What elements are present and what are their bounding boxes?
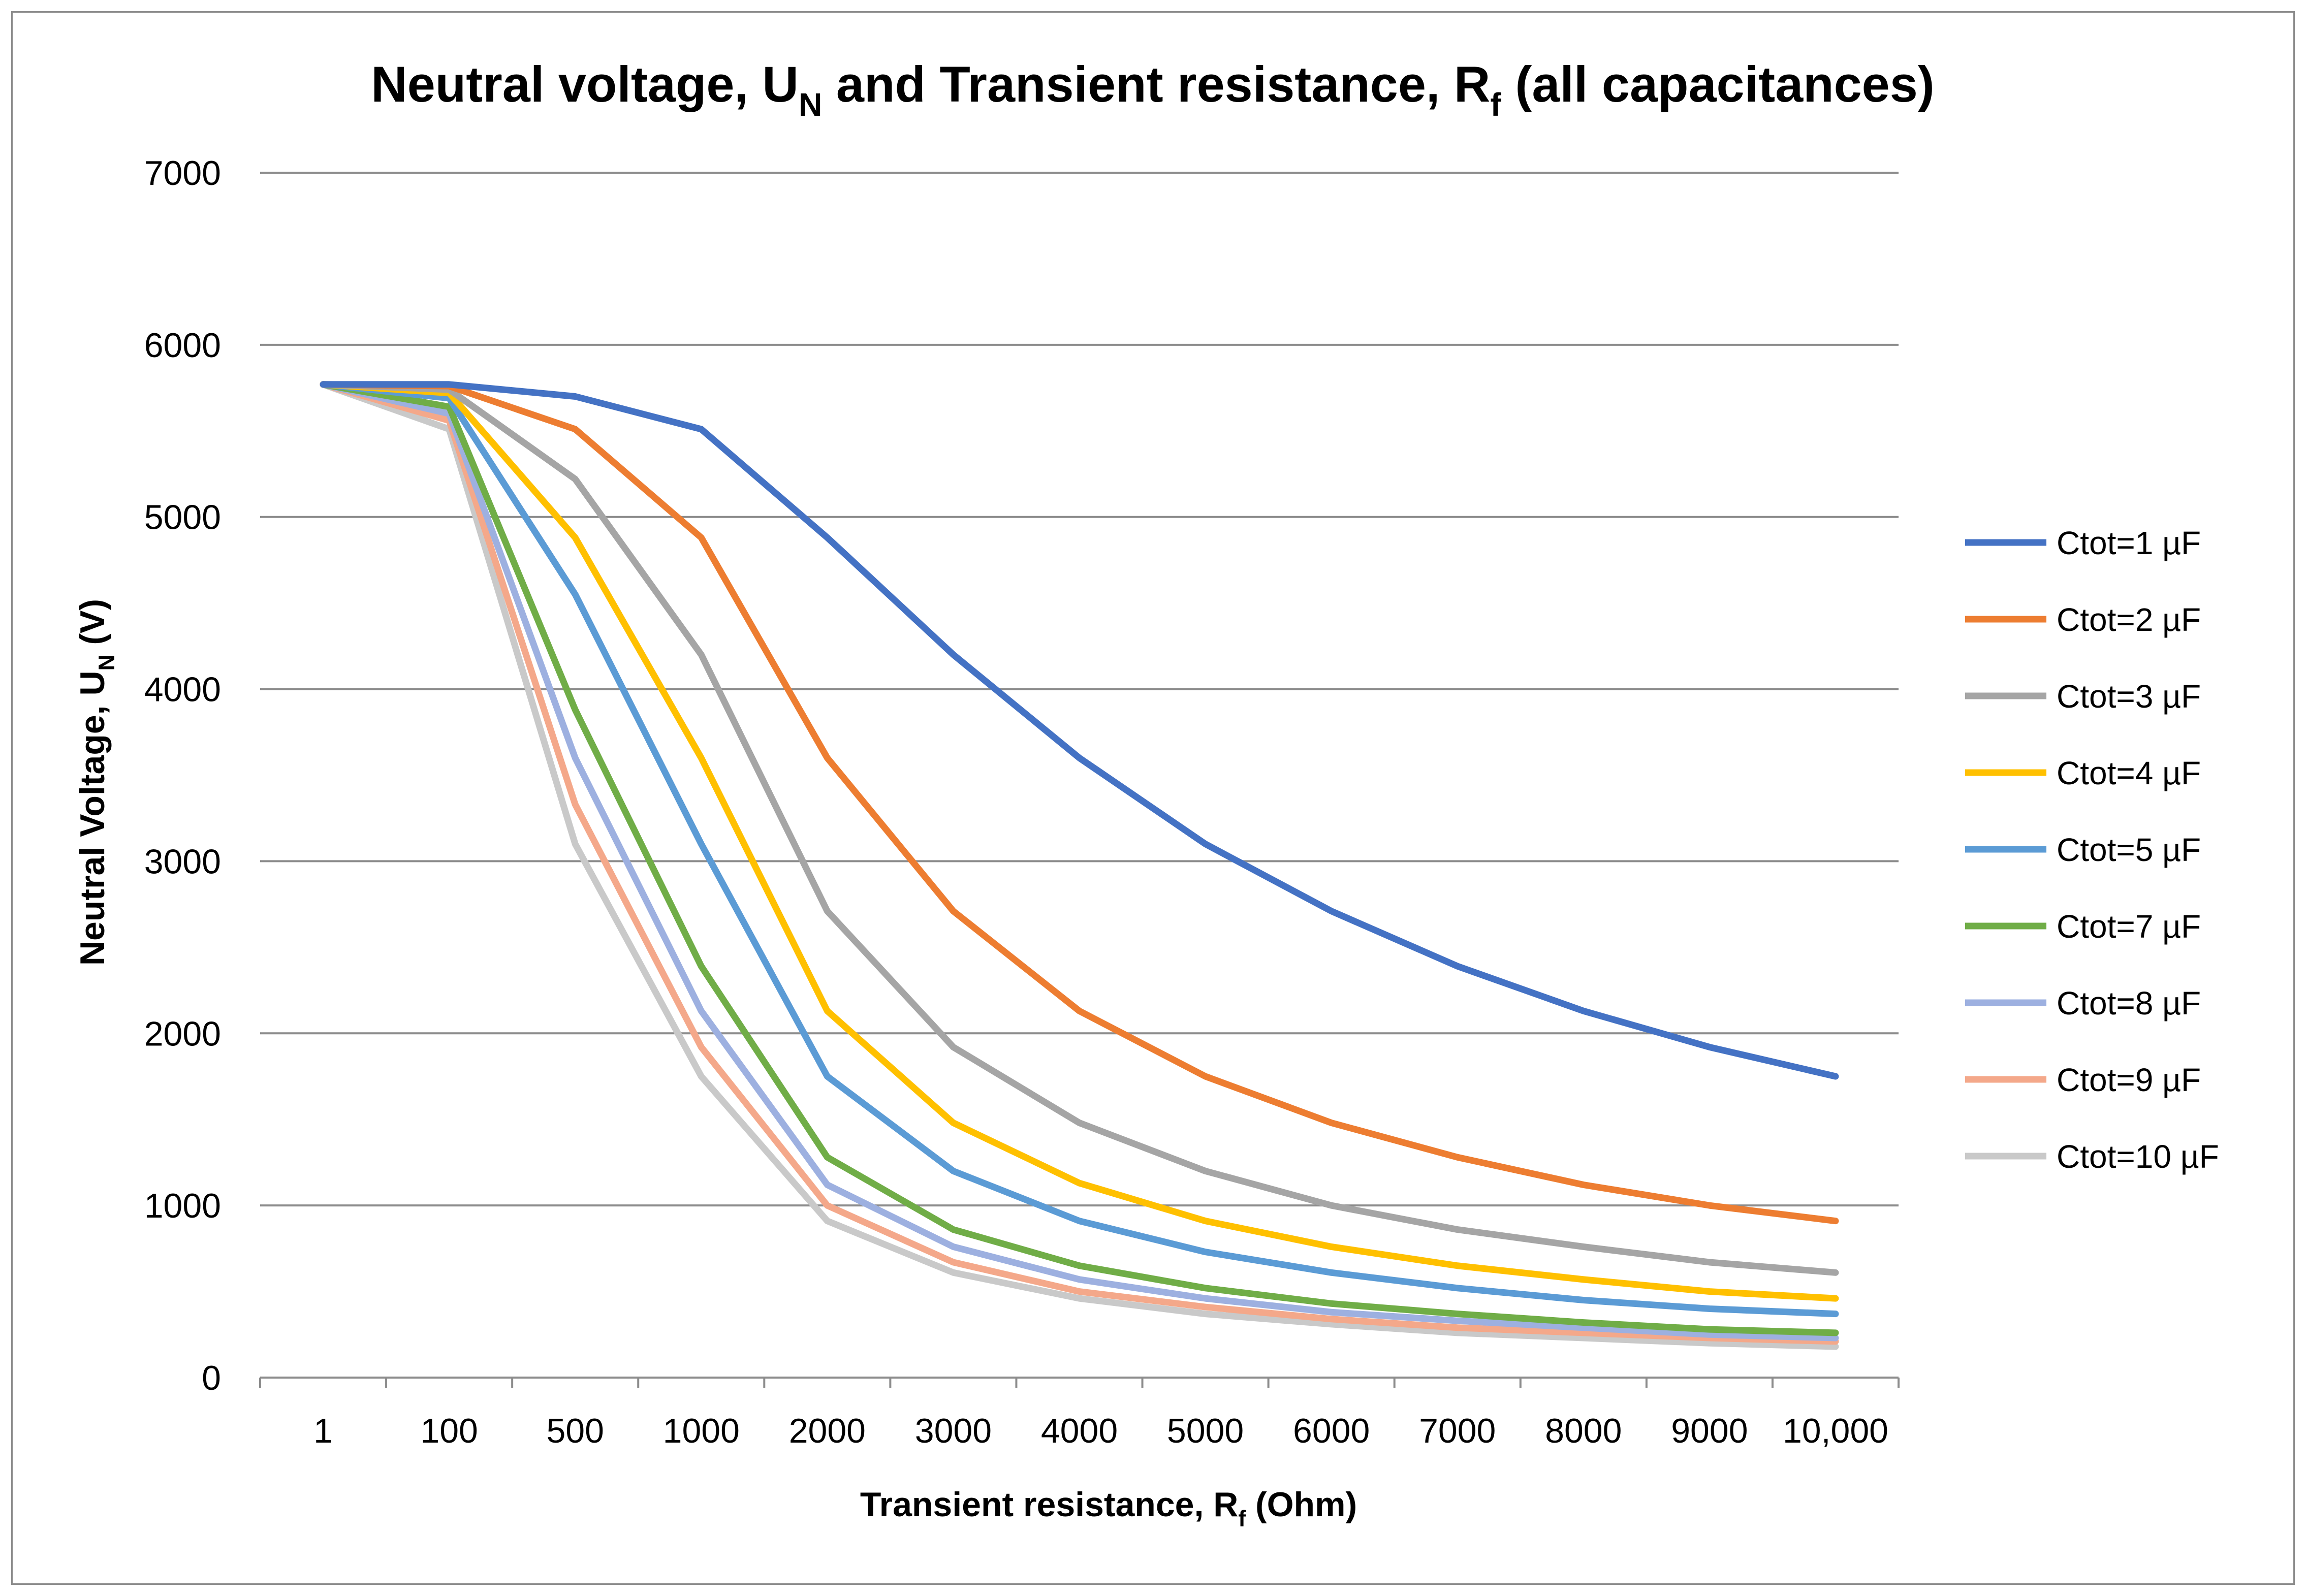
x-tick-label: 100 <box>420 1412 478 1450</box>
x-tick-label: 9000 <box>1671 1412 1748 1450</box>
legend-label: Ctot=10 µF <box>2057 1138 2219 1175</box>
y-tick-label: 2000 <box>144 1014 221 1053</box>
y-tick-label: 6000 <box>144 326 221 365</box>
series-line <box>320 381 1839 1342</box>
series-line <box>320 381 1839 1080</box>
legend-label: Ctot=3 µF <box>2057 678 2201 715</box>
x-tick-label: 1 <box>313 1412 333 1450</box>
x-tick-label: 1000 <box>663 1412 740 1450</box>
x-tick-labels: 1 100 500 1000 2000 3000 4000 5000 6000 7000 8000 9… <box>313 1412 1888 1450</box>
x-tick-label: 500 <box>546 1412 604 1450</box>
legend-label: Ctot=4 µF <box>2057 755 2201 791</box>
x-axis-title: Transient resistance, Rf (Ohm) <box>860 1485 1357 1531</box>
x-tick-label: 6000 <box>1293 1412 1370 1450</box>
y-tick-labels: 0 1000 2000 3000 4000 5000 6000 7000 <box>144 154 221 1397</box>
chart-frame <box>11 11 2295 1585</box>
legend: Ctot=1 µF Ctot=2 µF Ctot=3 µF Ctot=4 µF Ctot… <box>1965 525 2219 1175</box>
x-tick-label: 3000 <box>915 1412 992 1450</box>
series-line <box>320 381 1839 1336</box>
x-tick-label: 5000 <box>1167 1412 1244 1450</box>
axes <box>259 1377 1900 1388</box>
y-axis-title: Neutral Voltage, UN (V) <box>73 599 119 966</box>
series-line <box>320 381 1839 1225</box>
series-lines <box>320 381 1839 1350</box>
y-tick-label: 3000 <box>144 842 221 881</box>
x-tick-label: 4000 <box>1041 1412 1118 1450</box>
legend-label: Ctot=5 µF <box>2057 832 2201 868</box>
series-line <box>320 381 1839 1350</box>
chart-title: Neutral voltage, UN and Transient resist… <box>371 56 1935 123</box>
legend-label: Ctot=9 µF <box>2057 1062 2201 1098</box>
y-tick-label: 4000 <box>144 671 221 709</box>
series-line <box>320 381 1839 1345</box>
y-tick-label: 7000 <box>144 154 221 193</box>
series-line <box>320 381 1839 1318</box>
series-line <box>320 381 1839 1276</box>
legend-label: Ctot=7 µF <box>2057 908 2201 945</box>
series-line <box>320 381 1839 1302</box>
legend-label: Ctot=1 µF <box>2057 525 2201 561</box>
x-tick-label: 8000 <box>1545 1412 1622 1450</box>
legend-label: Ctot=8 µF <box>2057 985 2201 1022</box>
legend-label: Ctot=2 µF <box>2057 601 2201 638</box>
y-tick-label: 5000 <box>144 498 221 537</box>
x-tick-label: 10,000 <box>1783 1412 1888 1450</box>
x-tick-label: 2000 <box>789 1412 866 1450</box>
y-tick-label: 1000 <box>144 1187 221 1225</box>
gridlines <box>260 172 1899 1207</box>
y-tick-label: 0 <box>202 1359 221 1397</box>
x-tick-label: 7000 <box>1419 1412 1496 1450</box>
